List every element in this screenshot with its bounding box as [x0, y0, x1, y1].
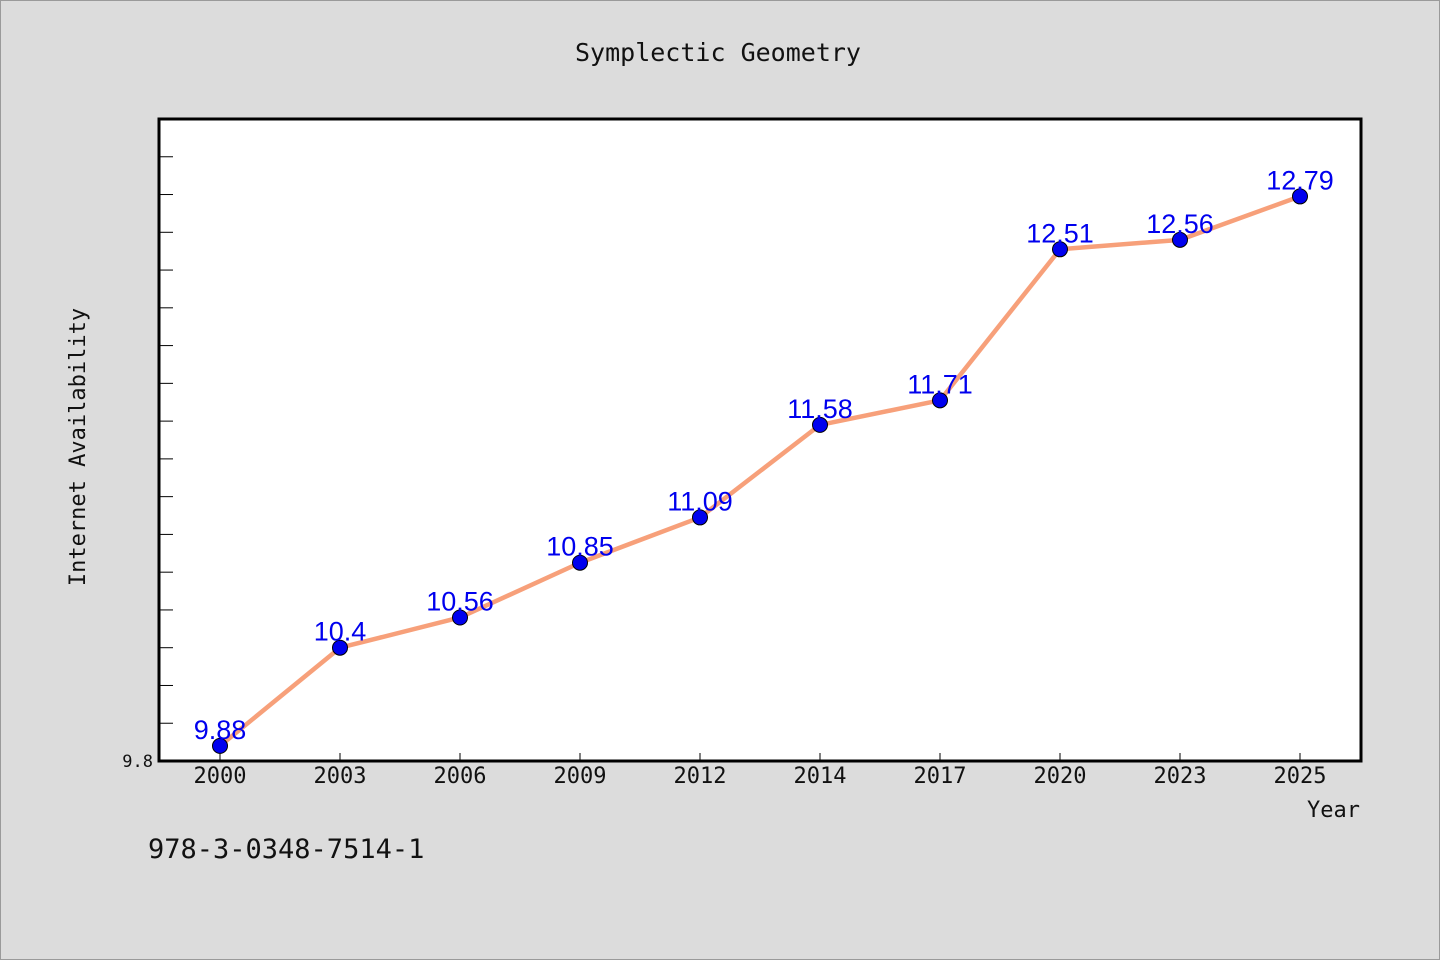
data-label: 12.56: [1146, 209, 1214, 239]
x-tick-label: 2000: [194, 764, 247, 789]
plot-area: [157, 117, 1363, 763]
x-tick-label: 2020: [1034, 764, 1087, 789]
x-tick-label: 2014: [794, 764, 847, 789]
y-axis-ticks: [159, 156, 173, 724]
series-line: [218, 194, 1301, 748]
y-tick-label: 9.8: [122, 752, 153, 772]
data-label: 10.4: [314, 617, 367, 647]
x-tick-label: 2023: [1154, 764, 1207, 789]
y-axis-tick-labels: 9.8: [122, 752, 153, 772]
x-axis-label: Year: [1307, 798, 1360, 823]
data-label: 9.88: [194, 715, 247, 745]
x-tick-label: 2003: [314, 764, 367, 789]
x-tick-label: 2009: [554, 764, 607, 789]
series-markers: [212, 188, 1308, 754]
x-axis-ticks: [219, 753, 1301, 761]
x-axis-tick-labels: 2000 2003 2006 2009 2012 2014 2017 2020 2023 2025: [194, 764, 1327, 789]
y-axis-label: Internet Availability: [66, 308, 91, 586]
data-label: 11.71: [907, 369, 973, 399]
data-point: [332, 639, 348, 656]
isbn-text: 978-3-0348-7514-1: [148, 834, 425, 865]
data-label: 12.79: [1266, 165, 1334, 195]
data-point: [812, 416, 828, 433]
data-point: [452, 609, 468, 626]
data-label: 10.85: [546, 532, 614, 562]
data-label: 12.51: [1026, 218, 1094, 248]
x-tick-label: 2025: [1274, 764, 1327, 789]
data-label: 11.58: [787, 394, 853, 424]
data-point: [932, 392, 948, 409]
data-point: [692, 509, 708, 526]
x-tick-label: 2012: [674, 764, 727, 789]
x-tick-label: 2017: [914, 764, 967, 789]
data-point: [212, 737, 228, 754]
data-point: [572, 554, 588, 571]
data-point: [1052, 241, 1068, 258]
data-point: [1292, 188, 1308, 205]
data-point: [1172, 231, 1188, 248]
data-label: 11.09: [667, 486, 733, 516]
x-tick-label: 2006: [434, 764, 487, 789]
data-label: 10.56: [426, 586, 494, 616]
data-labels: 9.88 10.4 10.56 10.85 11.09 11.58 11.71 12.51 12…: [194, 165, 1334, 744]
chart-title: Symplectic Geometry: [575, 38, 861, 67]
